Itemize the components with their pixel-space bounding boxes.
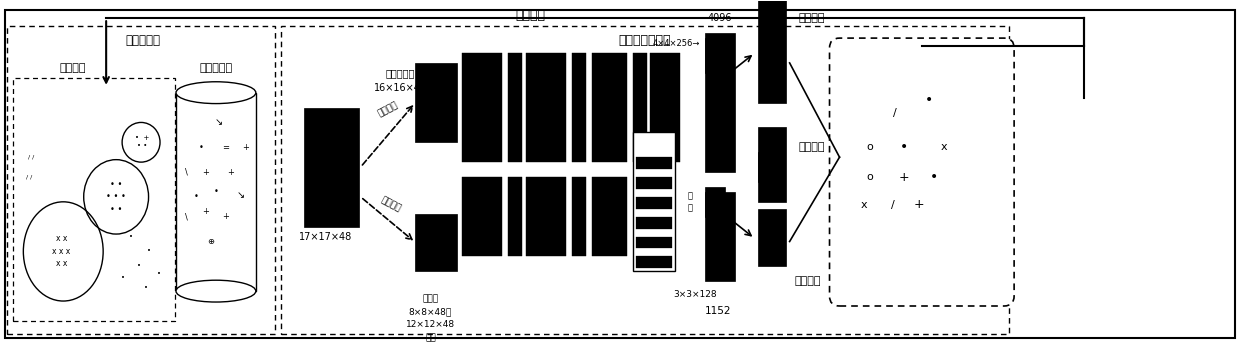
Bar (636, 177, 672, 189)
Bar (463, 177, 502, 256)
Text: •: • (193, 192, 198, 201)
Text: •: • (198, 143, 203, 152)
Text: \: \ (185, 212, 187, 221)
Text: 双分支网络结构: 双分支网络结构 (619, 34, 671, 46)
Text: x x
x x x
x x: x x x x x x x (52, 235, 71, 268)
Bar (636, 157, 672, 169)
Bar (758, 152, 780, 182)
Text: +: + (222, 212, 229, 221)
Bar (758, 209, 786, 266)
Text: 尺寸为: 尺寸为 (423, 295, 439, 303)
Bar (632, 53, 647, 162)
Bar (704, 192, 735, 281)
Text: +: + (899, 171, 910, 183)
Ellipse shape (176, 82, 255, 104)
Bar (636, 237, 672, 248)
Text: +: + (227, 167, 234, 177)
Text: 尺寸固定为: 尺寸固定为 (386, 68, 415, 78)
Bar (632, 132, 675, 271)
Bar (526, 177, 567, 256)
Text: ⊕: ⊕ (207, 237, 215, 246)
Bar (591, 177, 627, 256)
Bar (636, 197, 672, 209)
Bar (591, 53, 627, 162)
Bar (636, 217, 672, 228)
Text: 8×8×48到: 8×8×48到 (409, 307, 453, 316)
Text: •: • (148, 248, 151, 255)
Text: +: + (914, 198, 925, 211)
Bar (650, 53, 680, 162)
Text: \: \ (185, 167, 187, 177)
Text: 展
平: 展 平 (687, 191, 692, 212)
Text: •: • (900, 140, 909, 154)
Bar (415, 214, 458, 271)
Text: +: + (202, 207, 210, 216)
Text: •: • (144, 285, 148, 291)
Text: 16×16×48: 16×16×48 (374, 83, 427, 93)
Text: 之间: 之间 (425, 333, 435, 342)
Bar (704, 33, 735, 172)
Text: 1152: 1152 (704, 306, 732, 316)
Text: x: x (861, 200, 868, 210)
Text: 4×4×256→: 4×4×256→ (652, 39, 699, 47)
Text: •: • (129, 233, 133, 240)
Text: o: o (866, 142, 873, 152)
Bar (508, 177, 522, 256)
Text: •: • (157, 271, 161, 277)
Text: / /: / / (29, 155, 35, 160)
Bar (304, 107, 358, 227)
Text: 17×17×48: 17×17×48 (299, 232, 352, 242)
Text: •: • (122, 275, 125, 281)
Bar (704, 38, 724, 73)
Bar (415, 63, 458, 142)
Text: ↘: ↘ (215, 117, 223, 127)
Text: 数据重采样: 数据重采样 (125, 34, 160, 46)
Text: •: • (930, 170, 939, 184)
Text: o: o (866, 172, 873, 182)
Text: •: • (213, 187, 218, 196)
Bar (463, 53, 502, 162)
Text: =: = (222, 143, 229, 152)
Text: •: • (138, 263, 141, 269)
Bar (7, 26, 275, 334)
Text: •: • (925, 92, 934, 107)
Bar (526, 53, 567, 162)
Text: ↘: ↘ (237, 190, 246, 200)
Text: 随机剪切: 随机剪切 (379, 196, 402, 214)
Text: 4096: 4096 (708, 13, 732, 23)
Bar (14, 78, 175, 321)
FancyBboxPatch shape (830, 38, 1014, 306)
Text: 输入样本: 输入样本 (317, 157, 341, 167)
Text: +: + (202, 167, 210, 177)
Text: 预测标签: 预测标签 (799, 142, 825, 152)
Text: •  +
• •: • + • • (135, 135, 149, 149)
Bar (508, 53, 522, 162)
Text: 12×12×48: 12×12×48 (405, 320, 455, 330)
Ellipse shape (176, 280, 255, 302)
Bar (572, 177, 587, 256)
Text: 临时数据池: 临时数据池 (200, 63, 232, 73)
Text: +: + (242, 143, 249, 152)
Bar (636, 256, 672, 268)
Bar (758, 0, 786, 102)
Bar (704, 187, 724, 217)
Text: /: / (890, 200, 894, 210)
Text: 随机剪切: 随机剪切 (377, 101, 401, 119)
Text: x: x (941, 142, 947, 152)
Text: 所有数据: 所有数据 (60, 63, 87, 73)
Text: /: / (893, 107, 897, 117)
Bar (280, 26, 1009, 334)
Bar (572, 53, 587, 162)
Text: 预测标签: 预测标签 (799, 13, 825, 23)
Text: 重新训练: 重新训练 (515, 9, 546, 22)
Bar (176, 93, 255, 291)
Text: 预测标签: 预测标签 (795, 276, 821, 286)
Bar (758, 127, 786, 202)
Text: / /: / / (26, 175, 32, 180)
Text: • •
• • •
• •: • • • • • • • (107, 180, 126, 214)
Text: 3×3×128: 3×3×128 (673, 290, 717, 298)
